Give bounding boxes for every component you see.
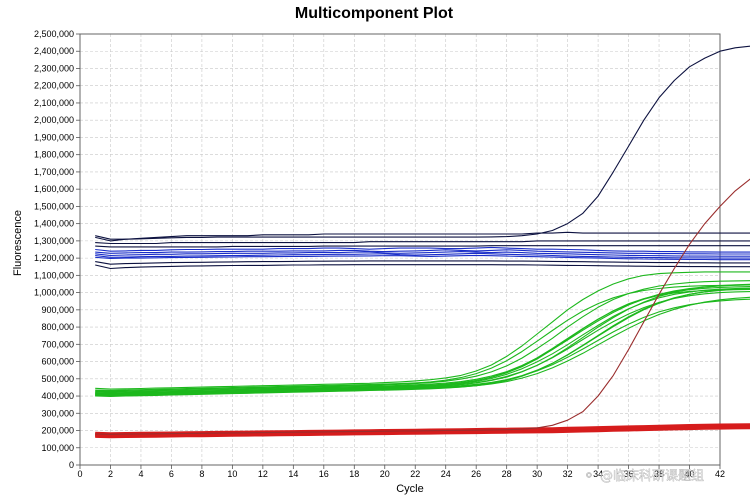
series-line-navy-0	[95, 231, 750, 242]
x-tick-label: 32	[563, 469, 573, 479]
series-line-green-23	[95, 296, 750, 397]
x-tick-label: 42	[715, 469, 725, 479]
y-tick-label: 800,000	[41, 322, 74, 332]
x-tick-label: 30	[532, 469, 542, 479]
series-layer	[95, 45, 750, 439]
series-line-navy-9	[95, 264, 750, 270]
x-tick-label: 36	[624, 469, 634, 479]
series-line-navy-1	[95, 240, 750, 245]
x-tick-label: 16	[319, 469, 329, 479]
y-tick-label: 2,400,000	[34, 46, 74, 56]
x-tick-label: 14	[288, 469, 298, 479]
y-tick-label: 300,000	[41, 408, 74, 418]
chart-title: Multicomponent Plot	[295, 5, 454, 22]
y-tick-label: 500,000	[41, 374, 74, 384]
x-tick-label: 0	[77, 469, 82, 479]
series-line-navy-10	[95, 45, 750, 240]
x-tick-label: 6	[169, 469, 174, 479]
series-line-green-19	[95, 288, 750, 394]
y-tick-label: 600,000	[41, 357, 74, 367]
x-tick-label: 40	[685, 469, 695, 479]
watermark-group: ⚬ @临床科研课题组	[583, 468, 704, 485]
y-tick-label: 2,500,000	[34, 29, 74, 39]
series-line-green-17	[95, 284, 750, 393]
series-line-navy-2	[95, 245, 750, 248]
watermark-glyph: ⚬	[583, 468, 595, 484]
x-axis-ticks: 0 2 4 6 8 10 12 14 16 18 20 22 24 26 28 30 32 34 36 38 40 42	[77, 465, 725, 479]
series-line-green-22	[95, 284, 750, 391]
y-tick-label: 2,200,000	[34, 81, 74, 91]
series-line-green-12	[95, 280, 750, 392]
series-line-blue-4	[95, 249, 750, 255]
y-tick-label: 1,900,000	[34, 132, 74, 142]
y-tick-label: 1,200,000	[34, 253, 74, 263]
x-tick-label: 38	[654, 469, 664, 479]
series-line-navy-8	[95, 260, 750, 265]
y-tick-label: 0	[69, 460, 74, 470]
y-tick-label: 2,000,000	[34, 115, 74, 125]
y-tick-label: 200,000	[41, 426, 74, 436]
series-line-green-13	[95, 286, 750, 394]
series-line-green-16	[95, 287, 750, 395]
y-tick-label: 1,300,000	[34, 236, 74, 246]
y-tick-label: 2,100,000	[34, 98, 74, 108]
y-axis-label: Fluorescence	[12, 210, 24, 276]
y-tick-label: 1,400,000	[34, 219, 74, 229]
x-tick-label: 24	[441, 469, 451, 479]
series-line-blue-5	[95, 251, 750, 257]
y-tick-label: 100,000	[41, 443, 74, 453]
plot-area-border	[79, 33, 721, 466]
series-line-red-28	[95, 426, 750, 439]
y-tick-label: 700,000	[41, 339, 74, 349]
y-tick-label: 1,500,000	[34, 201, 74, 211]
y-tick-label: 1,700,000	[34, 167, 74, 177]
series-line-green-18	[95, 287, 750, 397]
x-tick-label: 34	[593, 469, 603, 479]
x-tick-label: 10	[227, 469, 237, 479]
x-tick-label: 2	[108, 469, 113, 479]
series-line-darkred-29	[95, 178, 750, 435]
y-tick-label: 2,300,000	[34, 63, 74, 73]
x-tick-label: 26	[471, 469, 481, 479]
series-line-blue-7	[95, 254, 750, 261]
y-tick-label: 900,000	[41, 305, 74, 315]
x-tick-label: 28	[502, 469, 512, 479]
series-line-red-27	[95, 423, 750, 435]
series-line-blue-3	[95, 246, 750, 253]
y-axis-ticks: 0 100,000 200,000 300,000 400,000 500,000 600,…	[34, 29, 80, 470]
x-axis-label: Cycle	[396, 483, 424, 495]
x-tick-label: 20	[380, 469, 390, 479]
x-tick-label: 4	[138, 469, 143, 479]
y-tick-label: 1,100,000	[34, 270, 74, 280]
watermark: @临床科研课题组	[600, 469, 704, 484]
series-line-green-21	[95, 298, 750, 396]
series-line-blue-6	[95, 252, 750, 259]
x-tick-label: 8	[199, 469, 204, 479]
y-tick-label: 1,800,000	[34, 150, 74, 160]
series-line-green-11	[95, 271, 750, 390]
y-tick-label: 1,000,000	[34, 288, 74, 298]
x-tick-label: 22	[410, 469, 420, 479]
x-tick-label: 18	[349, 469, 359, 479]
y-tick-label: 1,600,000	[34, 184, 74, 194]
x-tick-label: 12	[258, 469, 268, 479]
y-tick-label: 400,000	[41, 391, 74, 401]
